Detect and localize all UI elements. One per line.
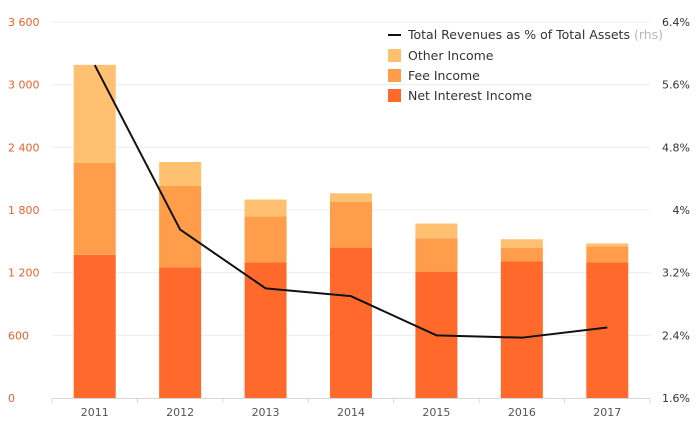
y-tick-label-left: 0	[8, 392, 15, 405]
bar-other-income	[500, 239, 543, 248]
legend-swatch-fee-income	[388, 69, 401, 82]
legend-label-net-interest-income: Net Interest Income	[408, 88, 532, 103]
legend-label-line-note: (rhs)	[634, 27, 663, 42]
bar-other-income	[73, 64, 116, 163]
y-tick-label-right: 3.2%	[662, 267, 690, 280]
bar-other-income	[586, 243, 629, 247]
bar-other-income	[159, 161, 202, 186]
y-tick-label-right: 4.8%	[662, 141, 690, 154]
y-tick-label-right: 6.4%	[662, 16, 690, 29]
legend: Total Revenues as % of Total Assets (rhs…	[388, 27, 663, 103]
bar-stacks	[73, 64, 629, 398]
bar-net-interest-income	[244, 262, 287, 398]
y-tick-label-right: 4%	[673, 204, 690, 217]
bar-other-income	[244, 199, 287, 217]
bar-other-income	[415, 223, 458, 239]
bar-fee-income	[586, 246, 629, 263]
x-tick-label: 2014	[337, 406, 365, 419]
axes: 0 600 1 200 1 800 2 400 3 000 3 600 1.6% 2.4% 3.2…	[8, 16, 690, 419]
bar-fee-income	[500, 247, 543, 262]
bar-fee-income	[330, 201, 372, 248]
y-tick-label-right: 5.6%	[662, 79, 690, 92]
legend-swatch-net-interest-income	[388, 89, 401, 102]
y-tick-label-left: 2 400	[8, 141, 40, 154]
y-tick-label-left: 600	[8, 329, 29, 342]
legend-label-other-income: Other Income	[408, 48, 494, 63]
bar-other-income	[330, 193, 372, 202]
revenue-ratio-line-layer	[93, 64, 608, 339]
y-tick-label-right: 1.6%	[662, 392, 690, 405]
x-tick-label: 2016	[508, 406, 536, 419]
y-tick-label-left: 1 200	[8, 267, 40, 280]
legend-label-line: Total Revenues as % of Total Assets (rhs…	[407, 27, 663, 42]
y-tick-label-left: 1 800	[8, 204, 40, 217]
bar-net-interest-income	[159, 267, 202, 398]
bar-fee-income	[415, 238, 458, 272]
x-tick-label: 2012	[166, 406, 194, 419]
x-tick-label: 2011	[81, 406, 109, 419]
y-tick-label-right: 2.4%	[662, 329, 690, 342]
legend-label-fee-income: Fee Income	[408, 68, 480, 83]
bar-fee-income	[244, 216, 287, 263]
revenue-ratio-line	[93, 64, 608, 339]
y-tick-label-left: 3 000	[8, 79, 40, 92]
x-tick-label: 2013	[252, 406, 280, 419]
legend-swatch-other-income	[388, 49, 401, 62]
bar-net-interest-income	[330, 247, 372, 398]
y-tick-label-left: 3 600	[8, 16, 40, 29]
bar-fee-income	[159, 185, 202, 268]
bar-net-interest-income	[73, 254, 116, 398]
x-tick-label: 2015	[422, 406, 450, 419]
bar-fee-income	[73, 163, 116, 255]
x-tick-label: 2017	[593, 406, 621, 419]
bar-net-interest-income	[500, 261, 543, 398]
legend-label-line-name: Total Revenues as % of Total Assets	[407, 27, 634, 42]
